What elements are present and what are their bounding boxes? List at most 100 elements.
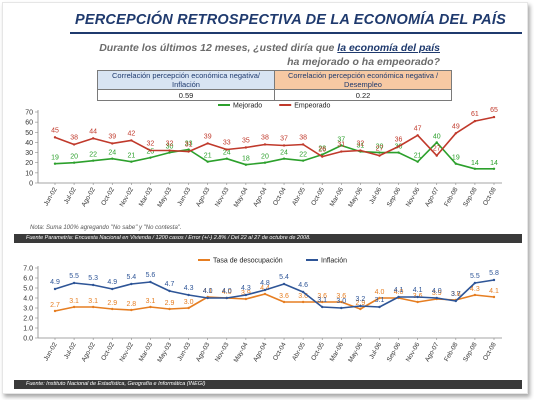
data-label: 32	[166, 141, 174, 148]
data-label: 4.0	[203, 288, 213, 295]
data-label: 27	[376, 146, 384, 153]
data-point	[282, 144, 286, 147]
data-label: 4.4	[260, 285, 270, 292]
data-label: 4.8	[260, 280, 270, 287]
data-point	[473, 119, 477, 123]
data-point	[454, 299, 458, 303]
data-label: 21	[127, 153, 135, 160]
data-point	[301, 159, 305, 162]
data-point	[149, 305, 152, 309]
data-point	[244, 146, 248, 149]
data-label: 24	[108, 150, 116, 157]
data-point	[149, 280, 152, 284]
data-label: 30	[166, 144, 174, 151]
data-label: 4.1	[203, 288, 213, 295]
data-point	[263, 288, 267, 292]
data-point	[416, 300, 419, 304]
data-label: 49	[452, 123, 460, 130]
data-point	[168, 289, 171, 293]
data-label: 38	[70, 134, 78, 141]
x-tick-label: Jul-06	[368, 341, 383, 360]
data-point	[111, 142, 114, 145]
data-label: 61	[471, 111, 479, 118]
data-point	[435, 154, 438, 157]
data-label: 20	[261, 154, 269, 161]
data-point	[263, 143, 267, 146]
correlation-table: Correlación percepción económica negativ…	[97, 70, 452, 101]
data-point	[321, 153, 324, 156]
data-label: 4.0	[375, 289, 385, 296]
data-point	[435, 296, 438, 300]
x-tick-label: Ago-03	[195, 341, 212, 363]
data-point	[206, 142, 209, 145]
data-label: 3.1	[146, 298, 156, 305]
series-line-0	[54, 141, 494, 170]
data-label: 24	[280, 150, 288, 157]
data-label: 20	[70, 154, 78, 161]
series-line-0	[54, 293, 495, 312]
data-point	[416, 160, 419, 163]
data-point	[301, 300, 305, 304]
data-point	[282, 157, 286, 160]
data-point	[378, 151, 381, 154]
data-label: 3.1	[317, 297, 327, 304]
data-point	[321, 300, 324, 304]
y-tick-label: 30	[25, 150, 33, 157]
data-point	[263, 292, 267, 296]
data-label: 19	[452, 155, 460, 162]
data-point	[91, 159, 95, 162]
x-tick-label: Nov-02	[119, 341, 136, 363]
x-tick-label: Ago-07	[424, 341, 441, 363]
data-point	[473, 293, 477, 297]
data-point	[168, 307, 171, 311]
data-label: 19	[51, 155, 59, 162]
x-tick-label: Jun-02	[43, 341, 59, 362]
data-label: 4.0	[222, 289, 232, 296]
y-tick-label: 1.0	[23, 326, 33, 333]
data-label: 38	[261, 134, 269, 141]
data-point	[206, 296, 209, 300]
data-point	[454, 162, 458, 165]
data-point	[359, 149, 362, 152]
data-label: 21	[414, 153, 422, 160]
data-label: 5.5	[69, 273, 79, 280]
correlation-value-unemployment: 0.22	[274, 89, 452, 101]
data-label: 2.9	[356, 300, 366, 307]
x-tick-label: May-06	[347, 341, 364, 364]
data-point	[206, 160, 209, 163]
y-tick-label: 60	[25, 120, 33, 127]
data-point	[225, 157, 228, 160]
data-label: 38	[299, 134, 307, 141]
data-label: 44	[89, 128, 97, 135]
data-point	[473, 281, 477, 285]
data-point	[130, 282, 133, 286]
legend-label: Empeorado	[294, 103, 330, 110]
data-point	[435, 141, 438, 144]
data-label: 39	[204, 133, 212, 140]
data-point	[340, 150, 343, 153]
data-label: 42	[127, 130, 135, 137]
data-point	[340, 144, 343, 147]
data-label: 4.0	[394, 289, 404, 296]
data-point	[111, 287, 114, 291]
data-point	[340, 300, 343, 304]
y-tick-label: 6.0	[23, 276, 33, 283]
data-label: 3.8	[451, 291, 461, 298]
legend-label: Tasa de desocupación	[213, 258, 283, 265]
data-point	[454, 132, 458, 135]
x-tick-label: Nov-06	[405, 341, 422, 363]
y-tick-label: 50	[25, 130, 33, 137]
data-point	[492, 278, 496, 282]
data-point	[492, 167, 496, 170]
survey-question: Durante los últimos 12 meses, ¿usted dir…	[60, 41, 440, 69]
data-point	[72, 161, 76, 164]
y-tick-label: 2.0	[23, 316, 33, 323]
data-label: 32	[356, 141, 364, 148]
data-label: 3.6	[279, 293, 289, 300]
data-label: 4.0	[432, 288, 442, 295]
x-tick-label: Nov-03	[214, 341, 231, 363]
chart-card	[2, 2, 528, 394]
data-label: 14	[471, 160, 479, 167]
x-tick-label: Sep-08	[462, 341, 479, 363]
data-label: 4.3	[184, 285, 194, 292]
